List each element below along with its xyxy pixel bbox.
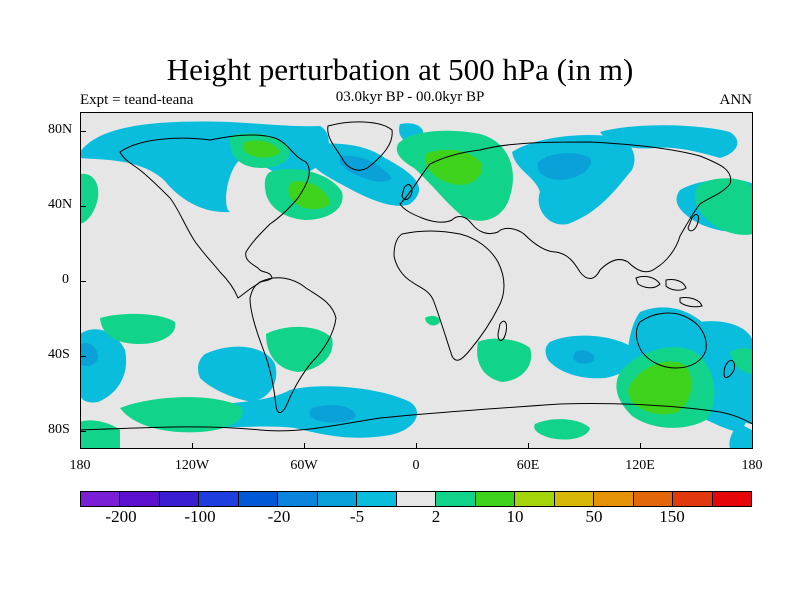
neg-region-southern-ocean (173, 386, 418, 438)
ytick-mark-40n (80, 206, 86, 207)
ytick-label: 40N (48, 197, 73, 212)
colorbar-label: 2 (431, 507, 441, 526)
colorbar-label: -100 (184, 507, 216, 526)
colorbar-label: 150 (659, 507, 685, 526)
colorbar-swatch-2 (159, 492, 200, 506)
xtick-label: 180 (741, 458, 763, 473)
xtick-mark-60e (528, 443, 529, 449)
neg-region-siberia-core (537, 153, 591, 180)
pos-region-south-atlantic (425, 315, 440, 326)
xtick-label: 120E (625, 458, 655, 473)
ytick-label: 40S (48, 347, 70, 362)
pos-region-southern-ocean-1 (120, 397, 243, 433)
colorbar-swatch-9 (436, 492, 476, 506)
pos-region-canada-core (243, 140, 280, 158)
xtick-label: 180 (69, 458, 91, 473)
colorbar-swatch-3 (199, 492, 239, 506)
colorbar-swatch-15 (673, 492, 713, 506)
colorbar-swatch-8 (396, 492, 437, 506)
ytick-mark-0 (80, 281, 86, 282)
coast-greenland (327, 121, 393, 171)
positive-anomaly-regions (80, 130, 753, 449)
pos-region-australia-south-core (628, 361, 692, 415)
neg-region-indian-ocean-core (573, 350, 595, 364)
coast-north-america (119, 134, 310, 299)
season-label: ANN (719, 92, 753, 108)
colorbar-swatch-16 (712, 492, 751, 506)
coast-africa (393, 230, 505, 361)
coastlines (80, 121, 753, 432)
pos-region-pacific-south-east (730, 348, 753, 374)
neg-region-siberia (512, 134, 635, 225)
pos-region-south-pacific-1 (100, 313, 176, 344)
pos-region-pacific-ne (694, 178, 753, 235)
xtick-label: 0 (412, 458, 420, 473)
colorbar-label: -20 (267, 507, 291, 526)
pos-region-antarctic-indian (534, 419, 590, 440)
colorbar (80, 491, 752, 507)
colorbar-label: 10 (506, 507, 524, 526)
xtick-mark-0 (416, 443, 417, 449)
pos-region-pacific-nw (80, 173, 99, 224)
pos-region-south-pacific-2 (266, 326, 333, 372)
ytick-mark-80s (80, 431, 86, 432)
colorbar-swatch-14 (633, 492, 674, 506)
xtick-label: 60E (516, 458, 540, 473)
colorbar-swatch-12 (554, 492, 595, 506)
colorbar-swatch-10 (475, 492, 516, 506)
pos-region-hudson-east-core (288, 181, 330, 210)
colorbar-swatch-11 (515, 492, 555, 506)
coast-new-zealand (723, 359, 735, 378)
colorbar-label: 50 (585, 507, 603, 526)
coast-madagascar (497, 320, 507, 341)
xtick-mark-120w (192, 443, 193, 449)
ytick-mark-40s (80, 356, 86, 357)
neg-region-southern-ocean-core (309, 405, 356, 423)
neg-region-south-pacific-west-core (80, 342, 98, 366)
map-field (80, 121, 753, 449)
pos-region-southeast-atlantic (477, 338, 532, 382)
colorbar-swatch-5 (278, 492, 318, 506)
colorbar-label: -200 (105, 507, 137, 526)
neg-region-australia-se (689, 321, 753, 424)
xtick-mark-60w (304, 443, 305, 449)
colorbar-swatch-6 (317, 492, 358, 506)
coast-maritime-se-asia (635, 275, 703, 308)
ytick-label: 80S (48, 422, 70, 437)
pos-region-southern-ocean-2 (80, 420, 120, 449)
colorbar-swatch-13 (594, 492, 634, 506)
coast-antarctica (80, 402, 753, 432)
colorbar-swatch-0 (81, 492, 121, 506)
ytick-label: 80N (48, 122, 73, 137)
period-label: 03.0kyr BP - 00.0kyr BP (335, 89, 485, 105)
experiment-label: Expt = teand-teana (80, 92, 194, 108)
coast-south-america (249, 277, 337, 414)
colorbar-swatch-1 (120, 492, 160, 506)
coast-eurasia (399, 141, 732, 279)
xtick-mark-120e (640, 443, 641, 449)
ytick-label: 0 (62, 272, 69, 287)
coast-uk (401, 184, 413, 200)
coast-australia (635, 312, 707, 369)
neg-region-arctic-east (600, 125, 738, 158)
neg-region-south-america-west (197, 346, 277, 402)
map-panel (80, 112, 753, 449)
xtick-label: 60W (290, 458, 318, 473)
colorbar-swatch-7 (357, 492, 397, 506)
ytick-mark-80n (80, 131, 86, 132)
xtick-label: 120W (174, 458, 210, 473)
colorbar-swatch-4 (238, 492, 279, 506)
pos-region-scandinavia-core (424, 149, 483, 185)
plot-title: Height perturbation at 500 hPa (in m) (166, 52, 634, 87)
neg-region-southern-ocean-east (729, 424, 753, 449)
coast-japan (687, 214, 699, 232)
colorbar-label: -5 (349, 507, 365, 526)
